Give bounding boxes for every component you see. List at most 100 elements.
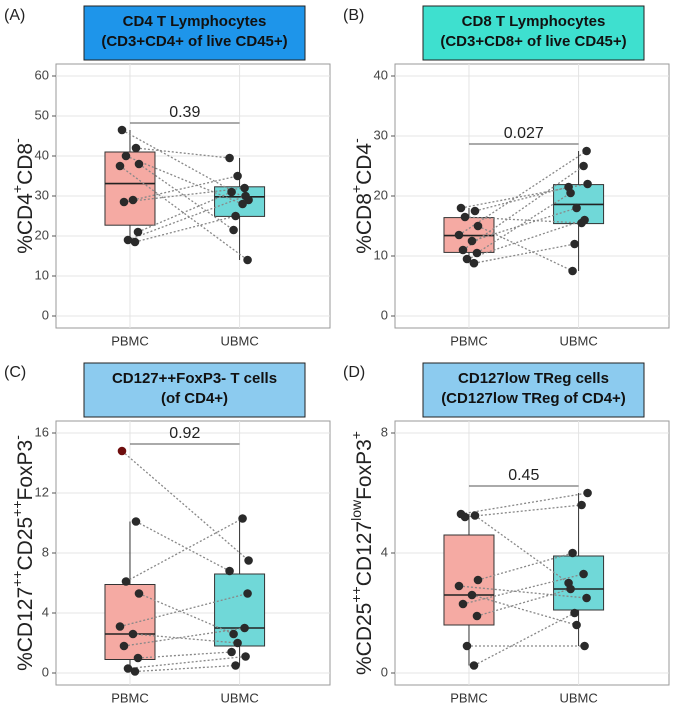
data-point [117, 125, 127, 135]
data-point [460, 212, 470, 222]
title-box [83, 5, 306, 61]
data-point [570, 239, 579, 249]
data-point [243, 255, 252, 265]
y-label-part: CD8 [14, 143, 37, 185]
data-point [566, 584, 575, 594]
data-point [458, 599, 468, 609]
x-tick-label: PBMC [111, 333, 149, 348]
box [214, 573, 266, 647]
panel: 0 10 20 30 40 50 60 PBMC UBMC 0.39 CD4 T Lymphocyt… [4, 5, 331, 348]
chart-title: (CD3+CD4+ of live CD45+) [101, 33, 287, 50]
y-label-part: - [9, 138, 25, 143]
y-label-part: + [348, 431, 364, 439]
data-point [472, 611, 482, 621]
pair-line [119, 165, 248, 261]
box [104, 151, 156, 226]
data-point [572, 203, 581, 213]
y-label-part: - [348, 138, 364, 143]
y-tick-label: 30 [35, 187, 49, 202]
data-point [117, 446, 127, 456]
pair-line [458, 150, 587, 236]
data-point [456, 203, 466, 213]
pair-line [477, 552, 573, 581]
chart-title: CD127++FoxP3- T cells [112, 370, 277, 387]
p-value: 0.39 [169, 104, 200, 121]
data-point [469, 258, 479, 268]
data-point [472, 248, 482, 258]
y-label-part: %CD127 [14, 587, 37, 671]
x-tick-label: UBMC [220, 333, 258, 348]
y-label-part: CD4 [353, 143, 376, 185]
data-point [115, 161, 125, 171]
title-box [83, 362, 306, 418]
data-point [582, 593, 591, 603]
y-label-part: CD127 [353, 521, 376, 586]
data-point [241, 191, 250, 201]
data-point [580, 215, 589, 225]
y-label-part: - [9, 435, 25, 440]
x-tick-label: UBMC [559, 333, 597, 348]
data-point [469, 661, 479, 670]
data-point [225, 566, 234, 576]
data-point [133, 227, 143, 237]
data-point [133, 653, 143, 663]
data-point [568, 266, 577, 276]
data-point [134, 159, 144, 169]
data-point [225, 153, 234, 163]
y-axis-label: %CD4+CD8- [9, 138, 37, 254]
y-label-part: FoxP3 [353, 439, 376, 500]
pair-line [137, 191, 232, 233]
data-point [462, 641, 472, 651]
data-point [470, 511, 480, 520]
data-point [231, 211, 240, 221]
y-tick-label: 16 [35, 424, 49, 439]
y-axis-label: %CD25++CD127lowFoxP3+ [348, 431, 376, 675]
data-point [572, 620, 581, 630]
data-point [119, 641, 129, 651]
title-box [422, 362, 645, 418]
data-point [467, 590, 477, 600]
data-point [121, 577, 131, 586]
pair-line [462, 573, 584, 605]
pair-line [464, 504, 582, 518]
y-tick-label: 10 [374, 247, 388, 262]
y-tick-label: 20 [374, 187, 388, 202]
data-point [243, 589, 252, 598]
panel: 0 10 20 30 40 PBMC UBMC 0.027 CD8 T Lymphocytes (… [343, 5, 670, 348]
pair-line [123, 187, 245, 203]
y-tick-label: 4 [42, 604, 49, 619]
box [104, 584, 156, 660]
data-point [123, 235, 133, 245]
pair-line [135, 520, 230, 572]
panel-label: (A) [4, 7, 25, 24]
data-point [131, 517, 141, 526]
data-point [229, 629, 238, 639]
data-point [115, 622, 125, 631]
data-point [454, 230, 464, 240]
y-tick-label: 40 [374, 67, 388, 82]
y-tick-label: 50 [35, 107, 49, 122]
pair-line [119, 592, 248, 628]
pair-line [473, 243, 575, 264]
data-point [582, 146, 591, 156]
panel-label: (D) [343, 364, 365, 381]
y-tick-label: 60 [35, 67, 49, 82]
chart-title: (CD3+CD8+ of live CD45+) [440, 33, 626, 50]
chart-title: (of CD4+) [161, 390, 228, 407]
data-point [577, 500, 586, 510]
box [443, 534, 495, 626]
p-value: 0.45 [508, 467, 539, 484]
y-label-part: %CD4 [14, 193, 37, 254]
data-point [227, 647, 236, 657]
data-point [231, 661, 240, 670]
pair-line [132, 633, 238, 644]
data-point [470, 206, 480, 216]
panel: 0 4 8 12 16 PBMC UBMC 0.92 CD127++FoxP3- T cells… [4, 362, 331, 705]
pair-line [476, 588, 571, 617]
y-tick-label: 0 [381, 307, 388, 322]
pair-line [460, 492, 588, 515]
pair-line [460, 183, 588, 209]
data-point [244, 556, 253, 565]
y-tick-label: 0 [42, 307, 49, 322]
data-point [454, 581, 464, 591]
